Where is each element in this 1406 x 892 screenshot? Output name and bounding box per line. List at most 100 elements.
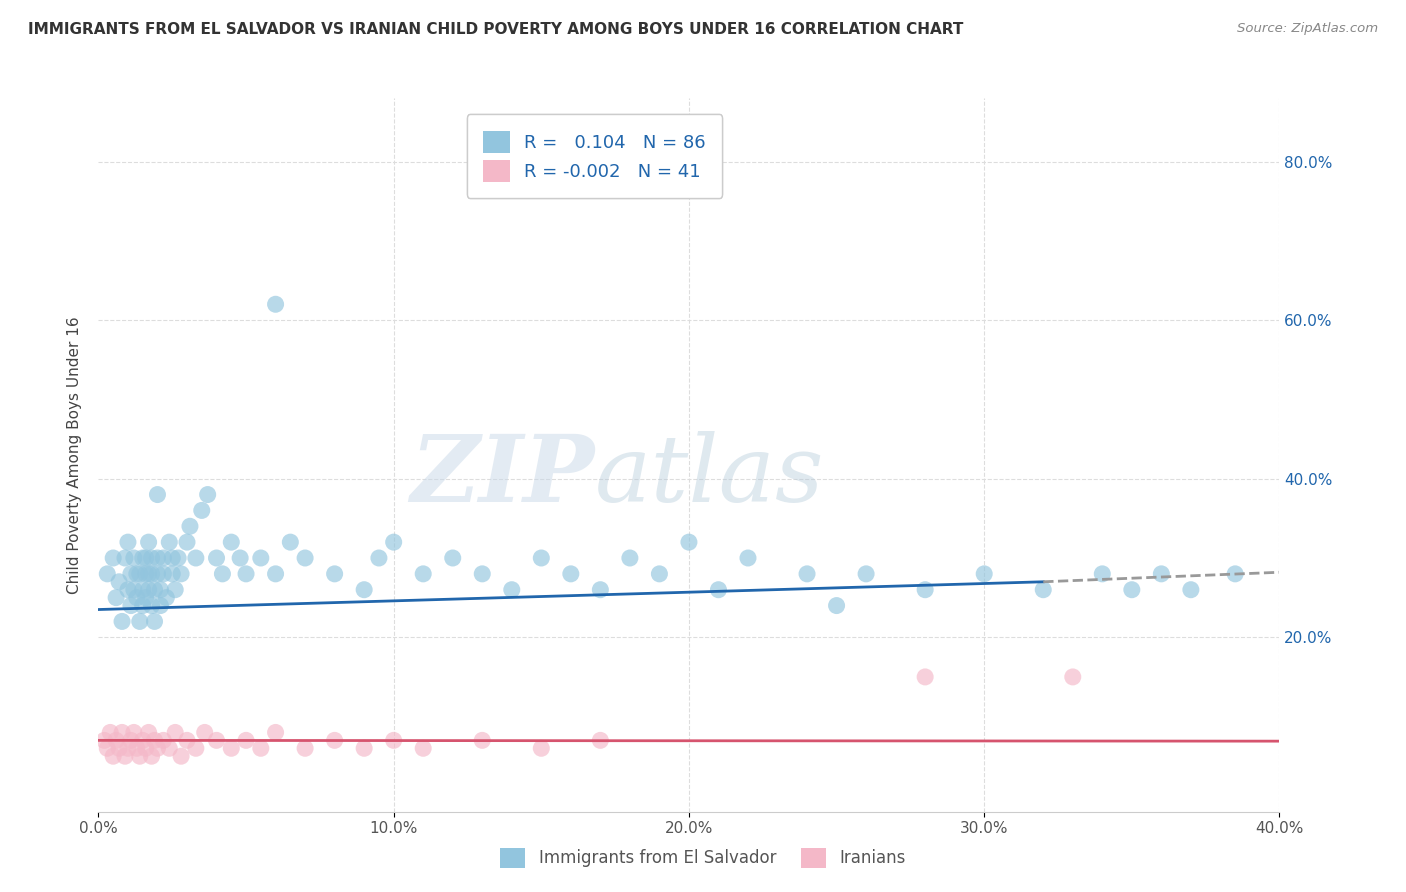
Legend: R =   0.104   N = 86, R = -0.002   N = 41: R = 0.104 N = 86, R = -0.002 N = 41: [467, 114, 723, 198]
Point: [179, 519, 201, 533]
Point: [132, 599, 155, 613]
Point: [125, 741, 148, 756]
Point: [1121, 582, 1143, 597]
Point: [138, 566, 160, 581]
Point: [120, 599, 142, 613]
Point: [501, 582, 523, 597]
Point: [796, 566, 818, 581]
Point: [128, 749, 150, 764]
Point: [108, 574, 131, 589]
Point: [96, 741, 118, 756]
Point: [250, 551, 273, 566]
Point: [141, 566, 163, 581]
Point: [98, 725, 121, 739]
Point: [141, 599, 163, 613]
Point: [146, 487, 169, 501]
Point: [138, 582, 160, 597]
Point: [250, 741, 273, 756]
Point: [211, 566, 233, 581]
Point: [117, 582, 139, 597]
Point: [125, 591, 148, 605]
Point: [93, 733, 115, 747]
Y-axis label: Child Poverty Among Boys Under 16: Child Poverty Among Boys Under 16: [67, 316, 83, 594]
Text: Source: ZipAtlas.com: Source: ZipAtlas.com: [1237, 22, 1378, 36]
Point: [122, 582, 145, 597]
Point: [855, 566, 877, 581]
Point: [368, 551, 391, 566]
Point: [111, 615, 134, 629]
Point: [1032, 582, 1054, 597]
Point: [96, 566, 118, 581]
Point: [382, 733, 405, 747]
Point: [530, 741, 553, 756]
Point: [589, 733, 612, 747]
Point: [1180, 582, 1202, 597]
Point: [143, 615, 166, 629]
Point: [530, 551, 553, 566]
Point: [176, 535, 198, 549]
Point: [278, 535, 302, 549]
Point: [1150, 566, 1173, 581]
Point: [135, 566, 157, 581]
Text: ZIP: ZIP: [411, 432, 595, 521]
Point: [143, 582, 166, 597]
Point: [111, 725, 134, 739]
Point: [353, 582, 375, 597]
Point: [412, 741, 434, 756]
Point: [197, 487, 219, 501]
Point: [560, 566, 582, 581]
Point: [191, 503, 214, 517]
Point: [157, 741, 180, 756]
Point: [132, 551, 155, 566]
Point: [471, 566, 494, 581]
Point: [170, 749, 193, 764]
Point: [1062, 670, 1084, 684]
Point: [176, 733, 198, 747]
Point: [152, 566, 174, 581]
Point: [825, 599, 848, 613]
Point: [135, 741, 157, 756]
Point: [737, 551, 759, 566]
Point: [103, 551, 125, 566]
Point: [1223, 566, 1246, 581]
Point: [122, 551, 145, 566]
Point: [146, 741, 169, 756]
Point: [441, 551, 464, 566]
Point: [323, 566, 346, 581]
Point: [155, 591, 177, 605]
Point: [294, 741, 316, 756]
Point: [170, 566, 193, 581]
Point: [132, 582, 155, 597]
Point: [141, 551, 163, 566]
Point: [264, 725, 287, 739]
Point: [114, 551, 136, 566]
Point: [235, 733, 257, 747]
Point: [914, 582, 936, 597]
Point: [128, 615, 150, 629]
Point: [149, 582, 172, 597]
Point: [678, 535, 700, 549]
Point: [323, 733, 346, 747]
Point: [135, 551, 157, 566]
Point: [138, 535, 160, 549]
Point: [589, 582, 612, 597]
Point: [194, 725, 217, 739]
Point: [264, 297, 287, 311]
Point: [973, 566, 995, 581]
Point: [914, 670, 936, 684]
Point: [105, 733, 128, 747]
Point: [1091, 566, 1114, 581]
Point: [105, 591, 128, 605]
Point: [235, 566, 257, 581]
Point: [162, 551, 183, 566]
Point: [108, 741, 131, 756]
Point: [205, 733, 228, 747]
Point: [707, 582, 730, 597]
Point: [149, 599, 172, 613]
Point: [264, 566, 287, 581]
Point: [141, 749, 163, 764]
Point: [619, 551, 641, 566]
Point: [382, 535, 405, 549]
Point: [114, 749, 136, 764]
Point: [146, 566, 169, 581]
